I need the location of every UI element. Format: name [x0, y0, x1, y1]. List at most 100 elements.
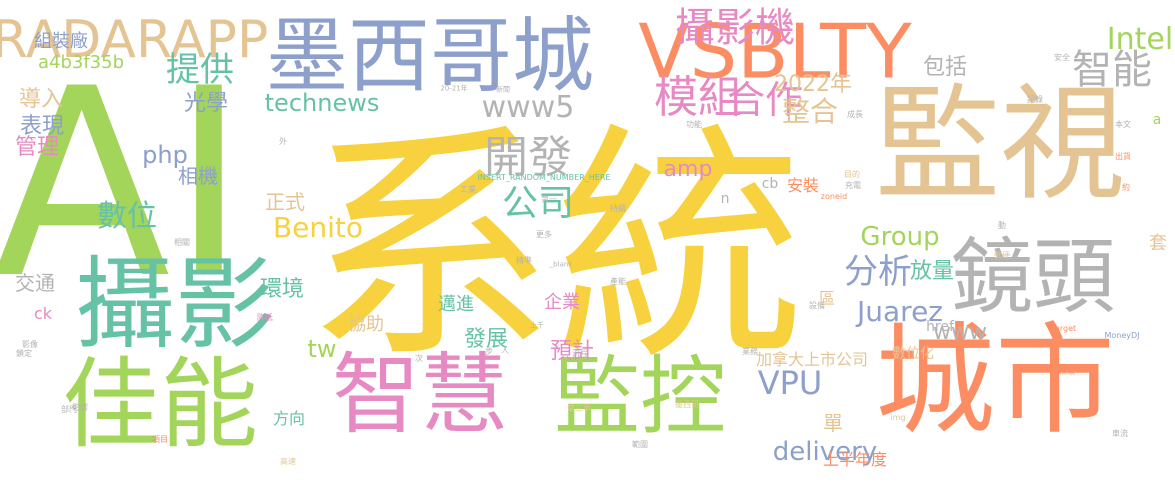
cloud-word: INSERT_RANDOM_NUMBER_HERE — [477, 173, 611, 182]
cloud-word: 智能 — [1072, 47, 1152, 93]
cloud-word: VSBLTY — [638, 7, 912, 96]
cloud-word: 導入 — [18, 87, 64, 112]
cloud-word: RADARAPP — [0, 10, 269, 70]
cloud-word: 監視 — [875, 72, 1125, 218]
cloud-word: 步 — [485, 347, 493, 356]
cloud-word: 包括 — [922, 55, 968, 80]
cloud-word: target — [1051, 324, 1077, 333]
cloud-word: 影響 — [72, 403, 88, 412]
cloud-word: 數位化 — [892, 346, 934, 362]
cloud-word: 安全 — [1054, 53, 1070, 62]
cloud-word: 2022年 — [774, 72, 852, 97]
cloud-word: technews — [264, 89, 380, 117]
cloud-word: 整合 — [781, 95, 839, 128]
cloud-word: 設備 — [809, 301, 825, 310]
cloud-word: 合作 — [726, 78, 804, 122]
cloud-word: 上千 — [530, 321, 544, 330]
cloud-word: 更多 — [536, 230, 552, 239]
cloud-word: 出貨 — [1115, 152, 1131, 161]
cloud-word: 約 — [1122, 183, 1130, 192]
cloud-word: 精準 — [516, 256, 532, 265]
cloud-word: 城市 — [875, 312, 1115, 451]
cloud-word: 放量 — [909, 259, 955, 284]
cloud-word: n — [720, 191, 730, 207]
cloud-word: 記錄 — [1027, 95, 1043, 104]
cloud-word: 工業 — [460, 185, 476, 194]
cloud-word: 第一 — [541, 195, 557, 204]
cloud-word: 組裝廠 — [34, 31, 88, 52]
cloud-word: Intel — [1106, 22, 1174, 57]
cloud-word: 高速 — [280, 457, 296, 466]
cloud-word: 佳能 — [61, 348, 259, 462]
cloud-word: 墨西哥 — [675, 400, 699, 409]
cloud-word: 降低 — [257, 313, 273, 322]
cloud-word: 方向 — [272, 409, 306, 428]
cloud-word: 光學 — [183, 91, 229, 116]
cloud-word: Benito — [272, 211, 364, 244]
cloud-word: 表現 — [19, 114, 65, 139]
cloud-word: 系統 — [305, 102, 805, 393]
cloud-word: AI — [0, 34, 248, 336]
cloud-word: 單 — [823, 411, 843, 435]
cloud-word: zoneid — [820, 192, 848, 201]
cloud-word: 安裝 — [786, 176, 820, 195]
cloud-word: 鎖定 — [16, 349, 32, 358]
cloud-word: amp — [663, 157, 713, 182]
cloud-word: 產能 — [610, 277, 626, 286]
cloud-word: img — [890, 413, 906, 422]
cloud-word: 範圍 — [632, 440, 648, 449]
cloud-word: www — [933, 320, 987, 345]
cloud-word: 智慧 — [331, 343, 509, 446]
cloud-word: 開發 — [484, 132, 572, 183]
cloud-word: 正式 — [265, 190, 305, 214]
cloud-word: 項目 — [152, 435, 168, 444]
cloud-word: 部門 — [61, 405, 77, 414]
cloud-word: cb — [761, 176, 779, 192]
cloud-word: 流程 — [572, 349, 588, 358]
cloud-word: 功能 — [686, 120, 702, 129]
cloud-word: 環境 — [259, 277, 305, 302]
cloud-word: 本文 — [1115, 120, 1131, 129]
cloud-word: 第三季 — [567, 404, 591, 413]
cloud-word: 提供 — [166, 50, 234, 90]
cloud-word: 模組 — [654, 72, 742, 123]
cloud-word: 發展 — [463, 327, 509, 352]
cloud-word: 目的 — [844, 170, 860, 179]
cloud-word: 新聞 — [496, 85, 510, 94]
cloud-word: php — [142, 141, 188, 169]
cloud-word: 交通 — [15, 271, 55, 295]
cloud-word: 區 — [818, 289, 836, 308]
cloud-word: 攝影機 — [675, 5, 795, 51]
cloud-word: www5 — [481, 90, 575, 125]
cloud-word: 監控 — [554, 347, 726, 447]
cloud-word: 預計 — [549, 339, 595, 364]
cloud-word: _blank — [549, 260, 573, 269]
cloud-word: 業務 — [742, 347, 758, 356]
cloud-word: 上半年度 — [822, 450, 888, 469]
cloud-word: 套 — [1149, 233, 1167, 254]
cloud-word: MoneyDJ — [1104, 331, 1140, 340]
cloud-word: 持續 — [610, 204, 626, 213]
cloud-word: 加拿大上市公司 — [755, 350, 869, 369]
cloud-word: 人 — [501, 346, 509, 355]
cloud-word: a4b3f35b — [37, 52, 125, 73]
cloud-word: 20-21年 — [440, 84, 468, 93]
cloud-word: delivery — [772, 437, 878, 467]
cloud-word: 相機 — [178, 164, 218, 188]
cloud-word: 數位 — [97, 199, 157, 234]
cloud-word: 車流 — [1112, 429, 1128, 438]
cloud-word: 相關 — [174, 238, 190, 247]
cloud-word: 鏡頭 — [950, 230, 1116, 325]
cloud-word: 公司 — [501, 183, 575, 224]
cloud-word: Juarez — [857, 295, 943, 328]
cloud-word: 充電 — [845, 181, 861, 190]
cloud-word: 影像 — [22, 340, 38, 349]
cloud-word: a — [1152, 112, 1162, 128]
cloud-word: 攝影 — [75, 246, 275, 363]
cloud-word: Group — [860, 222, 940, 252]
cloud-word: 動 — [998, 221, 1006, 230]
cloud-word: 協助 — [348, 314, 384, 335]
cloud-word: VPU — [757, 364, 823, 402]
cloud-word: 企業 — [544, 292, 580, 313]
